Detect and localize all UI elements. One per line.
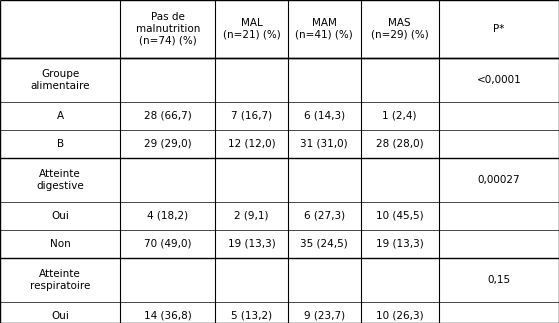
Text: B: B <box>56 139 64 149</box>
Text: 0,15: 0,15 <box>487 275 510 285</box>
Text: 10 (26,3): 10 (26,3) <box>376 311 424 321</box>
Text: MAS
(n=29) (%): MAS (n=29) (%) <box>371 18 429 40</box>
Text: Atteinte
digestive: Atteinte digestive <box>36 169 84 191</box>
Text: 14 (36,8): 14 (36,8) <box>144 311 192 321</box>
Text: Oui: Oui <box>51 211 69 221</box>
Text: 6 (27,3): 6 (27,3) <box>304 211 345 221</box>
Text: 29 (29,0): 29 (29,0) <box>144 139 192 149</box>
Text: Atteinte
respiratoire: Atteinte respiratoire <box>30 269 91 291</box>
Text: 19 (13,3): 19 (13,3) <box>376 239 424 249</box>
Text: Oui: Oui <box>51 311 69 321</box>
Text: 6 (14,3): 6 (14,3) <box>304 111 345 121</box>
Text: 28 (28,0): 28 (28,0) <box>376 139 424 149</box>
Text: <0,0001: <0,0001 <box>476 75 522 85</box>
Text: Non: Non <box>50 239 70 249</box>
Text: 70 (49,0): 70 (49,0) <box>144 239 191 249</box>
Text: 2 (9,1): 2 (9,1) <box>234 211 269 221</box>
Text: 1 (2,4): 1 (2,4) <box>382 111 417 121</box>
Text: 4 (18,2): 4 (18,2) <box>147 211 188 221</box>
Text: 7 (16,7): 7 (16,7) <box>231 111 272 121</box>
Text: 31 (31,0): 31 (31,0) <box>300 139 348 149</box>
Text: 0,00027: 0,00027 <box>477 175 520 185</box>
Text: Groupe
alimentaire: Groupe alimentaire <box>30 69 90 91</box>
Text: 9 (23,7): 9 (23,7) <box>304 311 345 321</box>
Text: 35 (24,5): 35 (24,5) <box>300 239 348 249</box>
Text: 5 (13,2): 5 (13,2) <box>231 311 272 321</box>
Text: 28 (66,7): 28 (66,7) <box>144 111 192 121</box>
Text: 10 (45,5): 10 (45,5) <box>376 211 424 221</box>
Text: MAL
(n=21) (%): MAL (n=21) (%) <box>222 18 281 40</box>
Text: Pas de
malnutrition
(n=74) (%): Pas de malnutrition (n=74) (%) <box>135 12 200 46</box>
Text: P*: P* <box>493 24 505 34</box>
Text: 12 (12,0): 12 (12,0) <box>228 139 276 149</box>
Text: 19 (13,3): 19 (13,3) <box>228 239 276 249</box>
Text: A: A <box>56 111 64 121</box>
Text: MAM
(n=41) (%): MAM (n=41) (%) <box>295 18 353 40</box>
